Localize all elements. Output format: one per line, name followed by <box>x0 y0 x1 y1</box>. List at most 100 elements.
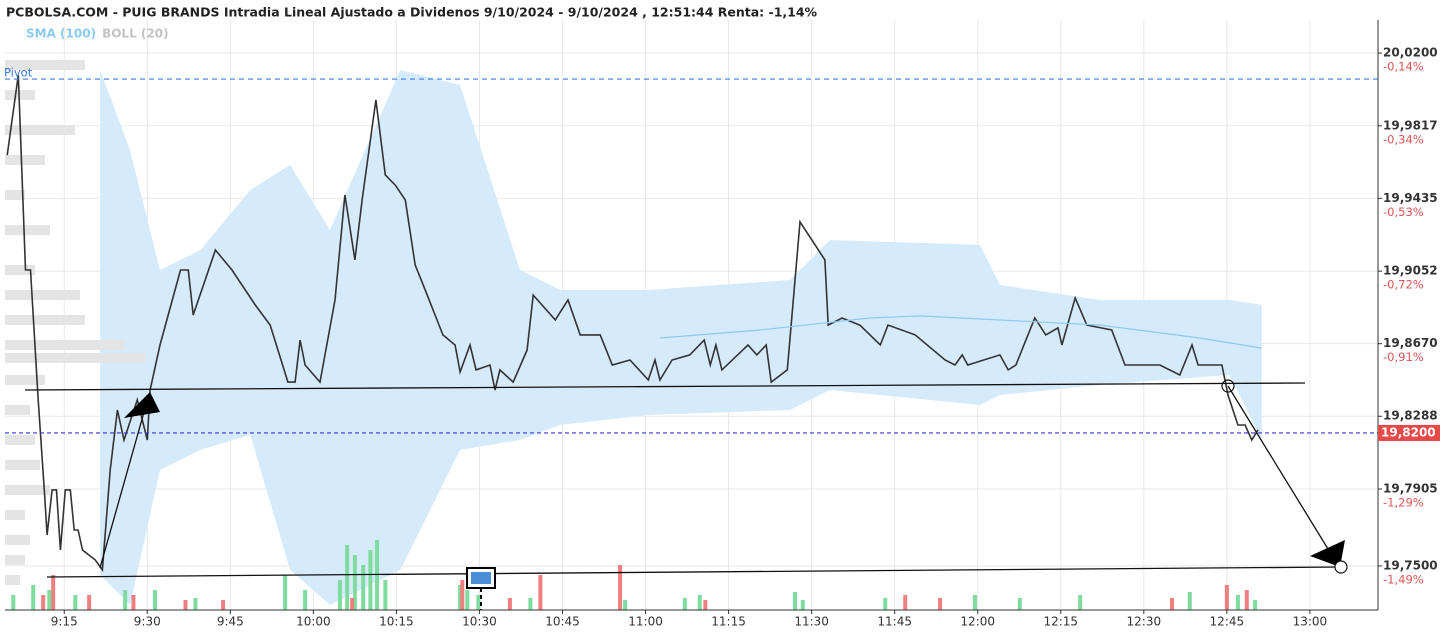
volume-bar <box>1235 595 1240 610</box>
volume-bar <box>458 585 463 610</box>
y-tick-label: 19,7905 <box>1383 481 1438 495</box>
y-tick-label: 20,0200 <box>1383 46 1438 60</box>
volume-profile-bar <box>5 154 45 165</box>
volume-profile-bar <box>5 290 80 301</box>
volume-bar <box>73 595 78 610</box>
volume-bar <box>131 595 136 610</box>
volume-profile-bar <box>5 189 25 200</box>
volume-bar <box>1170 598 1175 610</box>
volume-bar <box>345 545 350 610</box>
volume-bar <box>11 595 16 610</box>
chart-title: PCBOLSA.COM - PUIG BRANDS Intradia Linea… <box>6 5 818 20</box>
y-tick-percent: -0,53% <box>1383 205 1424 219</box>
volume-bar <box>618 565 623 610</box>
trend-line <box>46 566 1341 578</box>
volume-bar <box>465 590 470 610</box>
axes-layer: 20,0200-0,14% 19,9817-0,34% 19,9435-0,53% 1… <box>5 20 1438 629</box>
volume-bar <box>51 575 56 610</box>
x-tick-label: 11:30 <box>794 615 829 629</box>
arrow-line <box>1227 385 1337 563</box>
last-price-label: 19,8200 <box>1381 425 1436 439</box>
y-tick-percent: -1,29% <box>1383 495 1424 509</box>
volume-bar <box>1253 600 1258 610</box>
band-layer <box>100 70 1262 605</box>
x-tick-label: 9:30 <box>134 615 161 629</box>
volume-profile-bar <box>5 60 85 71</box>
volume-bar <box>303 590 308 610</box>
volume-bar <box>47 590 52 610</box>
volume-bar <box>538 575 543 610</box>
last-price-box <box>1378 424 1440 441</box>
y-tick-label: 19,8670 <box>1383 336 1438 350</box>
y-tick-label: 19,7500 <box>1383 558 1438 572</box>
profile-layer <box>5 60 145 585</box>
x-tick-label: 9:45 <box>217 615 244 629</box>
volume-bar <box>682 598 687 610</box>
x-tick-label: 10:30 <box>462 615 497 629</box>
volume-bar <box>193 598 198 610</box>
y-tick-label: 19,9435 <box>1383 191 1438 205</box>
volume-bar <box>883 598 888 610</box>
volume-profile-bar <box>5 225 50 236</box>
volume-profile-bar <box>5 574 20 585</box>
volume-bar <box>697 595 702 610</box>
volume-bar <box>352 555 357 610</box>
y-tick-percent: -0,14% <box>1383 60 1424 74</box>
volume-bar <box>31 585 36 610</box>
volume-bar <box>476 595 481 610</box>
volume-bar <box>221 600 226 610</box>
volume-bar <box>1017 598 1022 610</box>
arrow-head <box>124 392 160 418</box>
arrow-line <box>99 397 149 569</box>
volume-bar <box>283 575 288 610</box>
volume-bar <box>337 580 342 610</box>
volume-bar <box>528 598 533 610</box>
x-tick-label: 11:15 <box>711 615 746 629</box>
volume-bar <box>460 580 465 610</box>
y-tick-percent: -1,49% <box>1383 572 1424 586</box>
volume-bar <box>361 565 366 610</box>
volume-bar <box>793 592 798 610</box>
volume-profile-bar <box>5 510 25 521</box>
y-tick-percent: -0,72% <box>1383 278 1424 292</box>
volume-profile-bar <box>5 90 35 101</box>
user-drawings <box>24 379 1348 610</box>
volume-bar <box>1187 592 1192 610</box>
volume-bar <box>183 600 188 610</box>
volume-bar <box>507 598 512 610</box>
volume-profile-bar <box>5 554 25 565</box>
volume-bar <box>41 595 46 610</box>
volume-bar <box>383 580 388 610</box>
anchor-circle <box>1221 379 1235 393</box>
sma-line <box>659 315 1262 349</box>
volume-bar <box>123 590 128 610</box>
pivot-label: Pivot <box>4 66 33 80</box>
trend-line <box>24 382 1306 391</box>
volume-bar <box>800 600 805 610</box>
x-tick-label: 11:45 <box>877 615 912 629</box>
volume-bar <box>703 600 708 610</box>
volume-bar <box>350 598 355 610</box>
volume-profile-bar <box>5 459 40 470</box>
x-tick-label: 11:00 <box>628 615 663 629</box>
volume-profile-bar <box>5 264 35 275</box>
legend-entry: BOLL (20) <box>102 27 169 41</box>
x-tick-label: 9:15 <box>51 615 78 629</box>
volume-bar <box>1078 595 1083 610</box>
x-tick-label: 10:15 <box>379 615 414 629</box>
volume-profile-bar <box>5 484 50 495</box>
y-tick-label: 19,9052 <box>1383 264 1438 278</box>
volume-bar <box>1224 585 1229 610</box>
volume-bar <box>153 590 158 610</box>
volume-profile-bar <box>5 340 125 351</box>
legend-entry: SMA (100) <box>26 27 96 41</box>
y-tick-percent: -0,34% <box>1383 132 1424 146</box>
volume-profile-bar <box>5 404 30 415</box>
lines-layer <box>5 74 1378 573</box>
volume-bar <box>87 595 92 610</box>
x-tick-label: 10:00 <box>296 615 331 629</box>
volume-profile-bar <box>5 124 75 135</box>
x-tick-label: 12:00 <box>960 615 995 629</box>
volume-profile-bar <box>5 534 30 545</box>
